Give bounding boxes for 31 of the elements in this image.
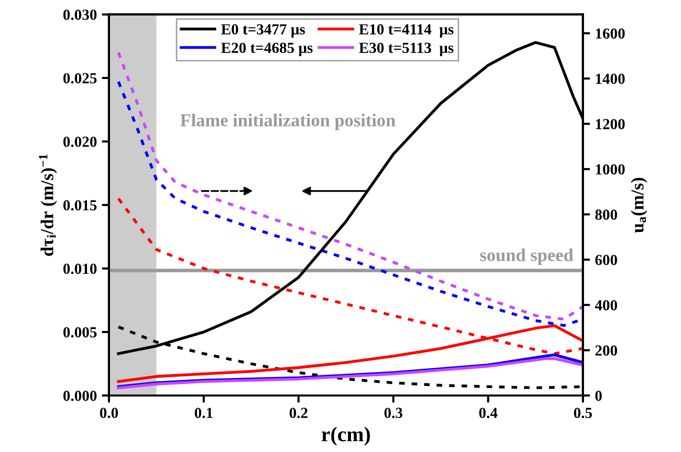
y-tick-label: 0.015 <box>63 200 97 210</box>
legend-label: E20 t=4685 μs <box>221 42 313 56</box>
y2-tick-label: 1400 <box>596 74 625 84</box>
y-tick-label: 0.010 <box>63 264 97 274</box>
y-tick-label: 0.000 <box>63 390 97 402</box>
x-tick-label: 0.4 <box>479 408 498 418</box>
y2-tick-label: 0 <box>595 390 602 401</box>
ref-line-label: sound speed <box>480 248 574 265</box>
legend-label: E10 t=4114 μs <box>359 24 454 38</box>
y-tick-label: 0.005 <box>63 327 97 338</box>
legend-label: E0 t=3477 μs <box>221 24 305 38</box>
x-tick-label: 0.1 <box>194 408 213 418</box>
y2-tick-label: 1200 <box>596 118 625 130</box>
y2-tick-label: 200 <box>595 345 618 356</box>
x-tick-label: 0.0 <box>100 408 118 418</box>
y-tick-label: 0.030 <box>63 10 97 20</box>
y-axis-title: dτ$_{i}$/dr (m/s)$^{−1}$ <box>38 154 57 256</box>
x-axis-title: r(cm) <box>322 426 370 446</box>
y2-tick-label: 1000 <box>596 164 625 175</box>
y2-tick-label: 600 <box>595 254 618 266</box>
y-tick-label: 0.025 <box>63 73 97 84</box>
x-tick-label: 0.5 <box>574 408 592 418</box>
y2-tick-label: 1600 <box>596 28 625 39</box>
y2-tick-label: 800 <box>595 210 618 220</box>
x-tick-label: 0.2 <box>290 408 308 418</box>
y-tick-label: 0.020 <box>63 136 97 147</box>
y2-axis-title: u$_{a}$(m/s) <box>630 178 648 233</box>
y2-tick-label: 400 <box>594 300 618 310</box>
band-label: Flame initialization position <box>180 114 396 130</box>
x-tick-label: 0.3 <box>384 408 402 418</box>
legend-label: E30 t=5113 μs <box>359 42 454 56</box>
